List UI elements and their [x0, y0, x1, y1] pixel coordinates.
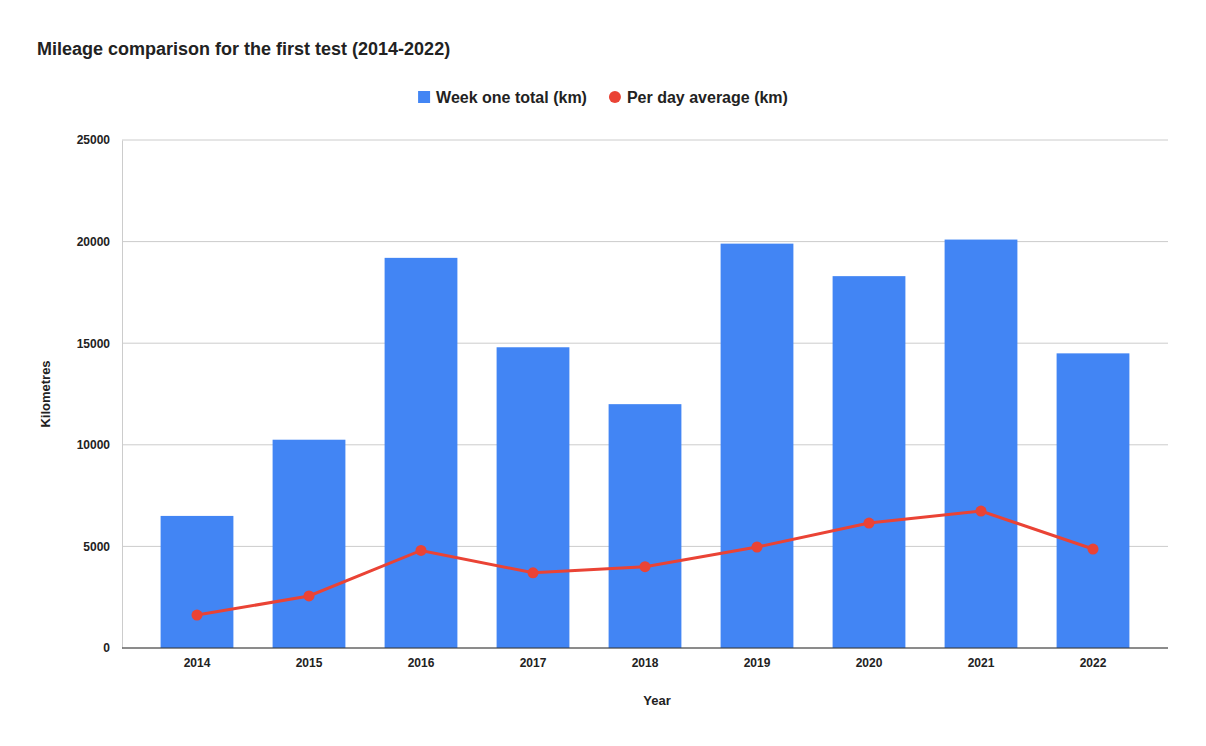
x-tick: 2017	[520, 648, 547, 670]
line	[197, 511, 1093, 615]
y-tick-label: 20000	[77, 235, 111, 249]
x-tick-label: 2018	[632, 656, 659, 670]
x-axis: 2014 2015 2016 2017 2018 2019 2020 2021 2022	[122, 648, 1168, 670]
point	[528, 567, 539, 578]
marks	[161, 240, 1130, 648]
bar	[385, 258, 458, 648]
x-axis-line	[122, 648, 1168, 649]
bar	[721, 244, 794, 648]
y-tick: 5000	[83, 540, 122, 554]
y-tick-label: 25000	[77, 133, 111, 147]
y-tick: 10000	[77, 438, 122, 452]
x-tick: 2019	[744, 648, 771, 670]
x-tick-label: 2022	[1080, 656, 1107, 670]
point	[192, 610, 203, 621]
x-tick: 2020	[856, 648, 883, 670]
point	[976, 506, 987, 517]
bar	[273, 440, 346, 648]
y-axis: 0 5000 10000 15000 20000 25000	[77, 133, 123, 655]
x-tick-label: 2017	[520, 656, 547, 670]
y-axis-line	[122, 141, 123, 649]
y-tick-label: 0	[103, 641, 110, 655]
y-tick: 0	[103, 641, 122, 655]
point	[864, 518, 875, 529]
y-tick: 25000	[77, 133, 122, 147]
point	[752, 542, 763, 553]
chart: Mileage comparison for the first test (2…	[0, 0, 1206, 746]
legend-item: Per day average (km)	[609, 89, 788, 106]
x-tick: 2021	[968, 648, 995, 670]
legend-swatch	[609, 91, 621, 103]
y-tick-label: 15000	[77, 337, 111, 351]
y-tick-label: 5000	[83, 540, 110, 554]
bar	[609, 404, 682, 648]
legend: Week one total (km) Per day average (km)	[418, 89, 788, 106]
x-tick: 2014	[184, 648, 211, 670]
bar	[945, 240, 1018, 648]
legend-label: Week one total (km)	[436, 89, 587, 106]
grid	[122, 140, 1168, 648]
x-tick-label: 2019	[744, 656, 771, 670]
x-tick-label: 2020	[856, 656, 883, 670]
legend-label: Per day average (km)	[627, 89, 788, 106]
y-tick-label: 10000	[77, 438, 111, 452]
y-tick: 20000	[77, 235, 122, 249]
x-tick: 2016	[408, 648, 435, 670]
x-tick-label: 2014	[184, 656, 211, 670]
y-tick: 15000	[77, 337, 122, 351]
x-tick: 2022	[1080, 648, 1107, 670]
point	[416, 545, 427, 556]
x-tick: 2015	[296, 648, 323, 670]
x-axis-title: Year	[643, 693, 670, 708]
bar	[833, 276, 906, 648]
grid-line	[122, 648, 1168, 649]
legend-item: Week one total (km)	[418, 89, 587, 106]
x-tick-label: 2016	[408, 656, 435, 670]
point	[640, 561, 651, 572]
point	[1088, 544, 1099, 555]
point	[304, 590, 315, 601]
x-tick-label: 2021	[968, 656, 995, 670]
bar	[497, 347, 570, 648]
bar	[161, 516, 234, 648]
bar	[1057, 353, 1130, 648]
legend-swatch	[418, 91, 430, 103]
grid-line	[122, 140, 1168, 141]
x-tick-label: 2015	[296, 656, 323, 670]
y-axis-title: Kilometres	[38, 360, 53, 427]
x-tick: 2018	[632, 648, 659, 670]
title: Mileage comparison for the first test (2…	[37, 39, 450, 59]
